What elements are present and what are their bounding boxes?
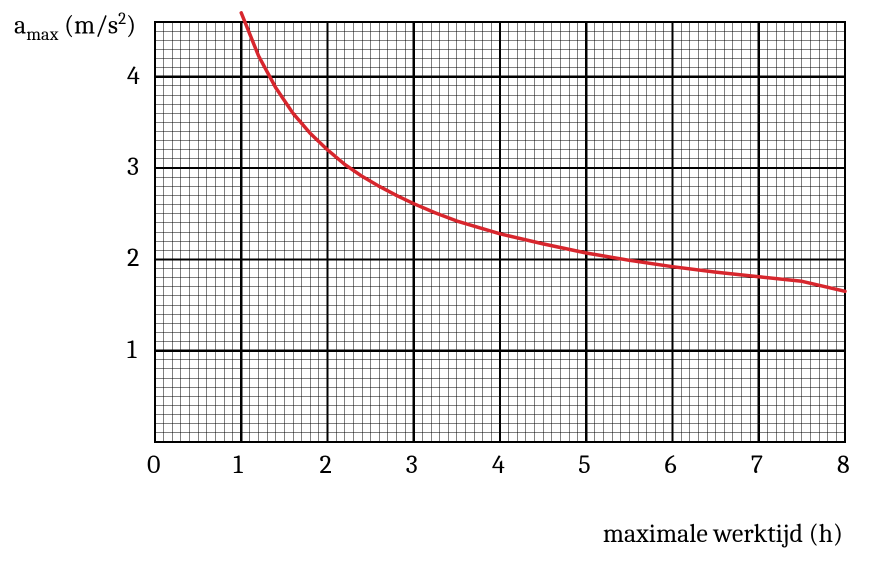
x-tick-label: 8 — [837, 450, 850, 480]
x-tick-label: 1 — [233, 450, 242, 480]
x-tick-label: 6 — [665, 450, 677, 480]
x-tick-label: 2 — [320, 450, 332, 480]
x-tick-label: 5 — [578, 450, 590, 480]
chart-container: amax (m/s2) 0123456781234 maximale werkt… — [10, 10, 873, 553]
x-tick-label: 3 — [406, 450, 418, 480]
x-tick-label: 7 — [751, 450, 763, 480]
x-tick-label: 4 — [492, 450, 505, 480]
y-tick-label: 3 — [127, 152, 139, 182]
y-tick-label: 4 — [127, 61, 140, 91]
x-tick-label: 0 — [147, 450, 160, 480]
x-axis-label: maximale werktijd (h) — [603, 519, 843, 549]
y-tick-label: 2 — [127, 243, 139, 273]
y-tick-label: 1 — [127, 335, 136, 365]
